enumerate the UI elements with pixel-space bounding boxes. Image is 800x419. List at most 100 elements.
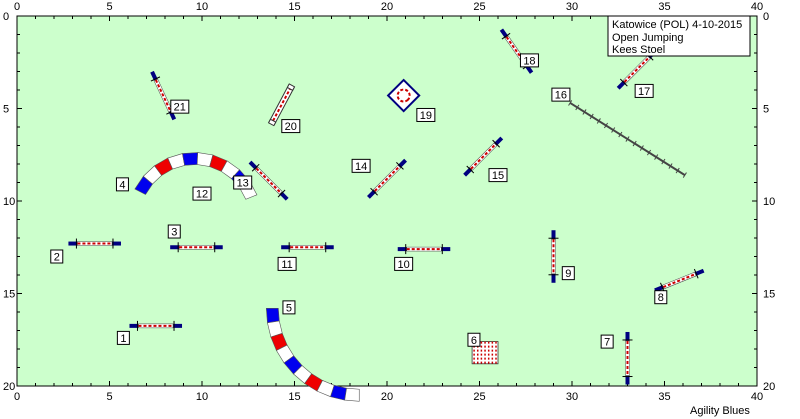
jump-wing-left bbox=[367, 189, 377, 199]
tire-ring bbox=[272, 88, 291, 122]
jump-obstacle bbox=[129, 320, 183, 331]
jump-wing-right bbox=[494, 136, 504, 146]
label-box bbox=[233, 175, 253, 190]
walk-slat bbox=[668, 163, 673, 169]
label-box bbox=[277, 256, 297, 271]
x-tick-label-bottom: 25 bbox=[473, 391, 485, 403]
label-text: 6 bbox=[471, 335, 477, 347]
label-text: 19 bbox=[420, 110, 432, 122]
x-tick-label-top: 35 bbox=[658, 1, 670, 13]
obstacle-number-9: 9 bbox=[561, 266, 575, 281]
jump-bar-stripes bbox=[662, 273, 696, 288]
obstacle-number-1: 1 bbox=[116, 330, 130, 345]
walk-slat bbox=[611, 127, 616, 133]
label-box bbox=[416, 107, 436, 122]
jump-wing-left bbox=[654, 285, 665, 293]
label-box bbox=[167, 224, 181, 239]
walk-slat bbox=[575, 104, 580, 111]
jump-obstacle bbox=[548, 230, 559, 283]
jump-bar-stripes bbox=[470, 143, 497, 170]
label-text: 11 bbox=[281, 259, 292, 271]
label-box bbox=[654, 290, 668, 305]
label-text: 18 bbox=[523, 55, 535, 67]
x-tick-label-bottom: 15 bbox=[288, 391, 300, 403]
obstacle-number-19: 19 bbox=[416, 107, 436, 122]
jump-obstacle bbox=[150, 70, 177, 121]
jump-wing-right bbox=[279, 191, 289, 201]
obstacle-number-8: 8 bbox=[654, 290, 668, 305]
tunnel-5 bbox=[265, 307, 360, 402]
walk-slat bbox=[589, 113, 594, 120]
x-tick-label-top: 10 bbox=[196, 1, 208, 13]
label-box bbox=[519, 53, 539, 68]
obstacle-number-10: 10 bbox=[394, 256, 414, 271]
obstacle-number-2: 2 bbox=[50, 249, 64, 264]
jump-obstacle bbox=[397, 244, 451, 255]
jump-upright-left bbox=[466, 165, 475, 174]
tunnel-segment bbox=[182, 152, 199, 166]
y-tick-label-right: 10 bbox=[763, 196, 775, 208]
x-tick-label-top: 0 bbox=[14, 1, 20, 13]
tunnel-segment bbox=[344, 387, 360, 402]
label-box bbox=[467, 332, 481, 347]
y-tick-label-right: 0 bbox=[763, 11, 769, 23]
x-tick-label-top: 15 bbox=[288, 1, 300, 13]
obstacle-number-3: 3 bbox=[167, 224, 181, 239]
label-box bbox=[488, 168, 508, 183]
jump-upright-left bbox=[150, 76, 161, 82]
dog-walk bbox=[568, 100, 687, 178]
jump-obstacle bbox=[616, 49, 657, 90]
info-line-2: Open Jumping bbox=[612, 32, 684, 44]
table-top bbox=[386, 78, 421, 113]
info-line-1: Katowice (POL) 4-10-2015 bbox=[612, 19, 742, 31]
jump-bar-stripes bbox=[623, 56, 650, 83]
jump-bar-stripes bbox=[374, 165, 400, 192]
tire-end bbox=[286, 83, 296, 91]
jump-wing-left bbox=[463, 167, 473, 177]
obstacle-number-17: 17 bbox=[634, 83, 654, 98]
label-box bbox=[192, 186, 212, 201]
footer-brand: Agility Blues bbox=[690, 405, 750, 417]
jump-upright-left bbox=[370, 187, 378, 196]
info-line-3: Kees Stoel bbox=[612, 44, 665, 56]
label-text: 2 bbox=[54, 252, 60, 264]
obstacle-number-21: 21 bbox=[170, 99, 190, 114]
label-text: 4 bbox=[119, 179, 125, 191]
tunnel-segment bbox=[265, 307, 280, 324]
y-tick-label-left: 10 bbox=[3, 196, 15, 208]
jump-obstacle bbox=[248, 160, 289, 201]
obstacle-number-5: 5 bbox=[282, 300, 296, 315]
y-tick-label-right: 5 bbox=[763, 104, 769, 116]
field-area bbox=[16, 15, 758, 387]
jump-upright-right bbox=[492, 139, 501, 148]
label-text: 16 bbox=[555, 90, 567, 102]
jump-bar-stripes bbox=[154, 79, 172, 112]
label-text: 20 bbox=[285, 121, 297, 133]
label-text: 10 bbox=[398, 259, 410, 271]
label-box bbox=[600, 334, 614, 349]
walk-slat bbox=[596, 118, 601, 124]
y-tick-label-left: 0 bbox=[3, 11, 9, 23]
label-box bbox=[282, 300, 296, 315]
label-box bbox=[561, 266, 575, 281]
y-tick-label-left: 15 bbox=[3, 289, 15, 301]
jump-obstacle bbox=[367, 158, 407, 199]
jump-obstacle bbox=[281, 242, 334, 253]
jump-obstacle bbox=[622, 331, 633, 385]
obstacle-number-4: 4 bbox=[115, 177, 129, 192]
obstacle-number-15: 15 bbox=[488, 168, 508, 183]
walk-slat bbox=[682, 172, 687, 178]
walk-slat bbox=[618, 131, 623, 138]
x-tick-label-bottom: 20 bbox=[381, 391, 393, 403]
walk-slat bbox=[632, 140, 637, 147]
label-box bbox=[50, 249, 64, 264]
label-box bbox=[394, 256, 414, 271]
jump-upright-left bbox=[619, 78, 628, 87]
label-text: 5 bbox=[286, 302, 292, 314]
y-tick-label-left: 5 bbox=[3, 104, 9, 116]
jump-bar-stripes bbox=[505, 36, 528, 66]
walk-slat bbox=[603, 122, 609, 129]
jump-upright-left bbox=[501, 32, 511, 40]
